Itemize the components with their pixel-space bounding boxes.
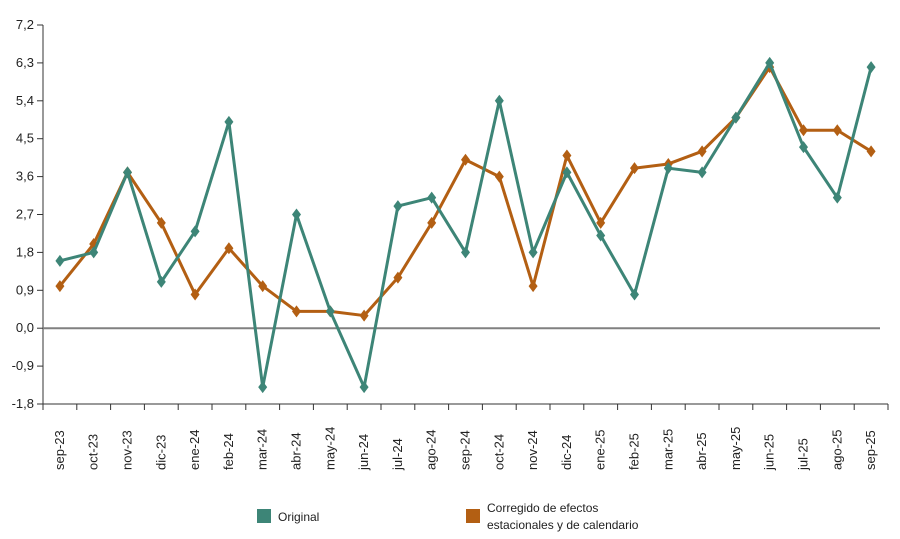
y-tick-label: 3,6 (16, 169, 34, 184)
data-point-marker (325, 305, 335, 318)
x-tick-label: dic-23 (153, 435, 168, 470)
x-tick-label: jul-24 (390, 438, 405, 471)
data-point-marker (393, 200, 403, 213)
data-point-marker (224, 115, 234, 128)
data-point-marker (359, 381, 369, 394)
data-point-marker (190, 288, 200, 301)
legend-label-adjusted-line2: estacionales y de calendario (487, 518, 639, 532)
data-point-marker (866, 61, 876, 74)
x-tick-label: feb-24 (221, 433, 236, 470)
data-point-marker (427, 191, 437, 204)
x-tick-label: jun-24 (356, 434, 371, 471)
data-point-marker (832, 124, 842, 137)
data-point-marker (427, 216, 437, 229)
y-tick-label: 2,7 (16, 207, 34, 222)
y-tick-label: -0,9 (12, 358, 34, 373)
data-point-marker (292, 208, 301, 221)
x-tick-label: ene-25 (593, 430, 608, 470)
data-point-marker (494, 170, 504, 183)
series-layer (55, 56, 876, 394)
data-point-marker (156, 216, 166, 229)
y-tick-label: 0,0 (16, 320, 34, 335)
data-point-marker (765, 56, 775, 69)
y-tick-label: 1,8 (16, 244, 34, 259)
x-tick-label: nov-24 (525, 430, 540, 470)
data-point-marker (190, 225, 200, 238)
data-point-marker (494, 94, 504, 107)
data-point-marker (258, 381, 268, 394)
legend: Original Corregido de efectos estacional… (257, 501, 639, 532)
data-point-marker (55, 280, 65, 293)
x-tick-label: abr-25 (694, 432, 709, 470)
x-tick-label: abr-24 (289, 432, 304, 470)
legend-swatch-adjusted (466, 509, 480, 523)
x-tick-label: dic-24 (559, 435, 574, 470)
x-tick-label: ago-24 (424, 430, 439, 470)
data-point-marker (292, 305, 301, 318)
x-tick-label: may-24 (322, 427, 337, 470)
y-axis: 7,2 6,3 5,4 4,5 3,6 2,7 1,8 0,9 0,0 -0,9 -1,8 (12, 17, 44, 411)
x-tick-label: jun-25 (762, 434, 777, 471)
series-line (59, 61, 873, 389)
data-point-marker (562, 149, 572, 162)
data-point-marker (697, 145, 707, 158)
data-point-marker (89, 246, 99, 259)
x-tick-label: oct-23 (86, 434, 101, 470)
y-tick-label: -1,8 (12, 396, 34, 411)
x-tick-label: feb-25 (627, 433, 642, 470)
series-adjusted (55, 61, 876, 322)
x-tick-label: mar-24 (255, 429, 270, 470)
series-original (55, 56, 876, 394)
data-point-marker (596, 216, 606, 229)
data-point-marker (630, 288, 639, 301)
data-point-marker (258, 280, 268, 293)
x-axis: sep-23 oct-23 nov-23 dic-23 ene-24 feb-24 mar-… (42, 403, 889, 471)
x-tick-label: sep-23 (52, 430, 67, 470)
data-point-marker (630, 162, 639, 175)
x-tick-label: ago-25 (829, 430, 844, 470)
x-tick-label: mar-25 (660, 429, 675, 470)
data-point-marker (697, 166, 707, 179)
y-tick-label: 4,5 (16, 131, 34, 146)
data-point-marker (562, 166, 572, 179)
data-point-marker (799, 141, 808, 154)
x-tick-label: sep-24 (458, 430, 473, 470)
data-point-marker (224, 242, 234, 255)
y-tick-label: 5,4 (16, 93, 34, 108)
data-point-marker (866, 145, 876, 158)
y-tick-label: 7,2 (16, 17, 34, 32)
legend-label-adjusted-line1: Corregido de efectos (487, 501, 598, 515)
data-point-marker (528, 246, 538, 259)
x-tick-label: nov-23 (120, 430, 135, 470)
x-tick-label: ene-24 (187, 430, 202, 470)
data-point-marker (799, 124, 808, 137)
data-point-marker (393, 271, 403, 284)
y-tick-label: 6,3 (16, 55, 34, 70)
y-tick-label: 0,9 (16, 282, 34, 297)
x-tick-label: sep-25 (863, 430, 878, 470)
data-point-marker (596, 229, 606, 242)
data-point-marker (461, 153, 470, 166)
data-point-marker (663, 162, 673, 175)
data-point-marker (359, 309, 369, 322)
data-point-marker (461, 246, 470, 259)
x-tick-label: jul-25 (796, 438, 811, 471)
data-point-marker (528, 280, 538, 293)
legend-swatch-original (257, 509, 271, 523)
data-point-marker (731, 111, 741, 124)
data-point-marker (156, 275, 166, 288)
x-tick-label: may-25 (728, 427, 743, 470)
data-point-marker (123, 166, 132, 179)
x-tick-label: oct-24 (491, 434, 506, 470)
legend-label-original: Original (278, 510, 319, 524)
data-point-marker (55, 254, 65, 267)
series-line (58, 65, 872, 318)
data-point-marker (832, 191, 842, 204)
